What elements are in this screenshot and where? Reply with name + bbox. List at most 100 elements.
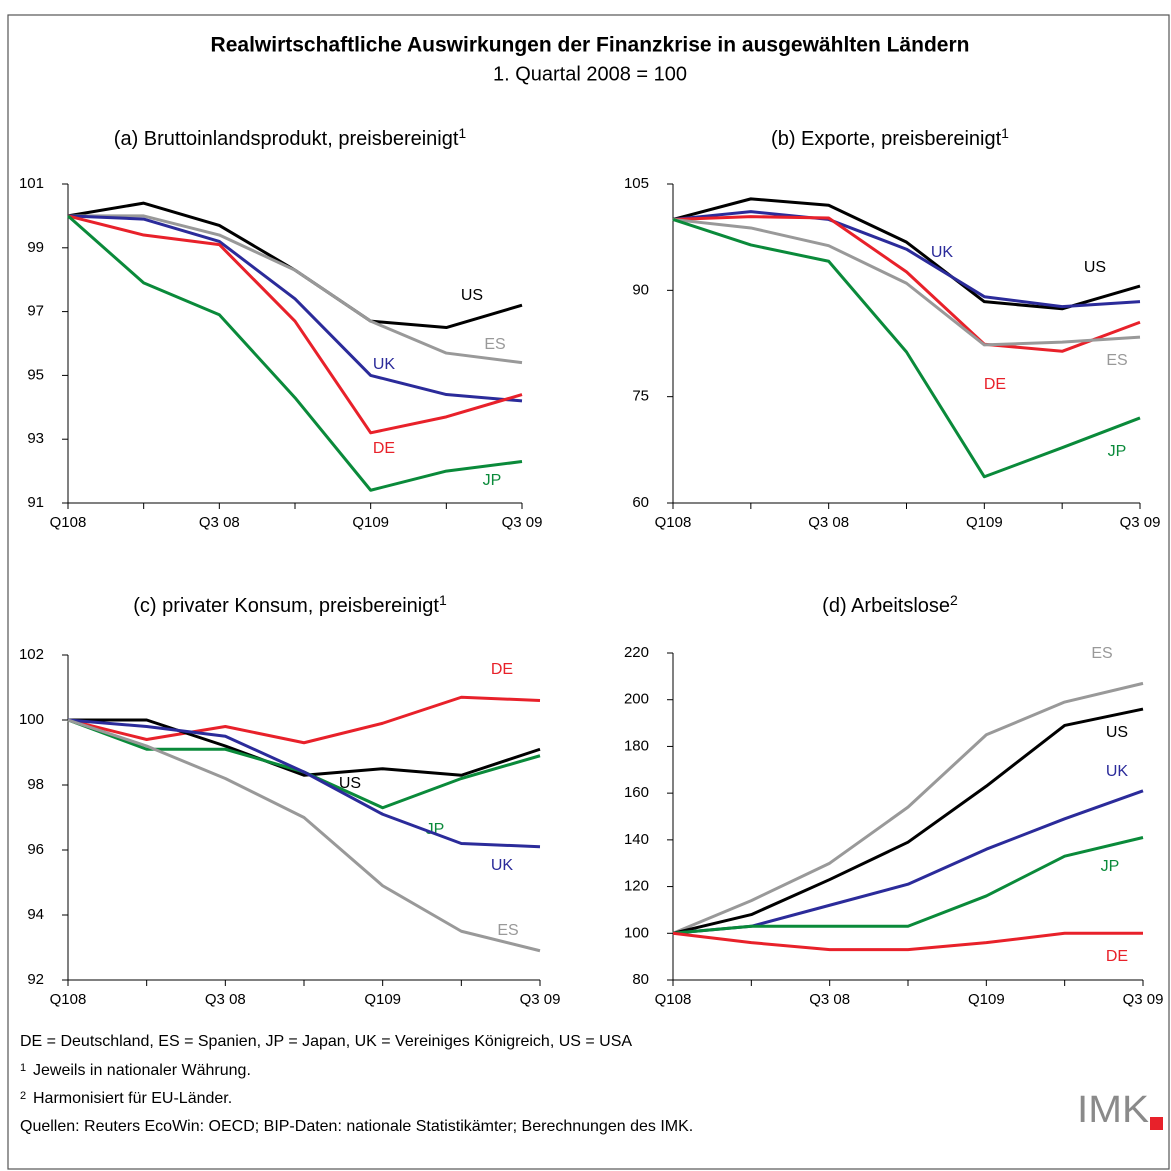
series-line [67,214,523,403]
series-label: US [1084,259,1106,276]
footnote-mark: 1 [439,592,447,608]
y-tick-label: 101 [19,175,44,192]
series-label: UK [1106,763,1129,780]
y-tick-label: 96 [27,841,44,858]
series-label: DE [491,661,513,678]
series-label: US [461,287,483,304]
series-label: JP [1108,443,1127,460]
y-tick-label: 92 [27,971,44,988]
series-label: ES [1106,352,1127,369]
series-line [672,707,1144,935]
panel-title-text: (a) Bruttoinlandsprodukt, preisbereinigt [114,128,459,150]
series-line [672,218,1141,479]
x-tick-label: Q108 [50,514,87,531]
source: Quellen: Reuters EcoWin: OECD; BIP-Daten… [20,1118,693,1135]
y-tick-label: 105 [624,175,649,192]
footnote-mark: 2 [20,1090,26,1102]
y-tick-label: 91 [27,494,44,511]
footnote: Harmonisiert für EU-Länder. [33,1090,232,1107]
panel-title: (d) Arbeitslose2 [822,592,958,618]
series-line [68,718,541,777]
series-line [67,718,541,810]
x-tick-label: Q108 [50,991,87,1008]
series-line [672,217,1141,347]
x-tick-label: Q3 09 [502,514,543,531]
series-line [67,214,523,435]
panel-title-text: (b) Exporte, preisbereinigt [771,128,1002,150]
logo-square [1150,1117,1163,1130]
y-tick-label: 200 [624,691,649,708]
x-tick-label: Q109 [364,991,401,1008]
y-tick-label: 180 [624,737,649,754]
y-tick-label: 120 [624,878,649,895]
y-tick-label: 95 [27,366,44,383]
series-line [672,215,1141,353]
y-tick-label: 99 [27,239,44,256]
series-label: UK [491,857,514,874]
x-tick-label: Q108 [655,514,692,531]
series-label: DE [984,376,1006,393]
series-line [67,695,541,745]
series-label: US [339,775,361,792]
y-tick-label: 102 [19,646,44,663]
series-line [672,836,1144,935]
y-tick-label: 140 [624,831,649,848]
footnote-mark: 2 [950,592,958,608]
x-tick-label: Q3 09 [1120,514,1161,531]
series-line [672,197,1141,311]
y-tick-label: 93 [27,430,44,447]
series-label: UK [931,244,954,261]
series-line [67,718,541,953]
y-tick-label: 94 [27,906,44,923]
panel-title: (c) privater Konsum, preisbereinigt1 [133,592,447,618]
series-label: UK [373,356,396,373]
series-line [67,214,523,492]
frame [7,14,1170,1170]
series-label: DE [1106,948,1128,965]
chart-title: Realwirtschaftliche Auswirkungen der Fin… [211,34,970,57]
y-tick-label: 75 [632,388,649,405]
series-line [672,789,1144,935]
panel-title-text: (d) Arbeitslose [822,595,950,617]
series-label: JP [483,472,502,489]
series-line [68,214,523,365]
series-line [67,718,541,849]
x-tick-label: Q3 08 [205,991,246,1008]
y-tick-label: 100 [624,924,649,941]
y-tick-label: 80 [632,971,649,988]
x-tick-label: Q109 [968,991,1005,1008]
series-line [67,201,523,330]
footnote-mark: 1 [1001,125,1009,141]
series-label: ES [484,336,505,353]
legend-note: DE = Deutschland, ES = Spanien, JP = Jap… [20,1033,632,1050]
panel-title: (b) Exporte, preisbereinigt1 [771,125,1009,151]
y-tick-label: 220 [624,644,649,661]
footnote: Jeweils in nationaler Währung. [33,1062,251,1079]
y-tick-label: 90 [632,281,649,298]
y-tick-label: 97 [27,303,44,320]
x-tick-label: Q3 09 [1123,991,1164,1008]
series-label: US [1106,724,1128,741]
y-tick-label: 100 [19,711,44,728]
panel-title-text: (c) privater Konsum, preisbereinigt [133,595,439,617]
series-line [672,931,1143,952]
footnote-mark: 1 [458,125,466,141]
series-label: ES [497,922,518,939]
x-tick-label: Q3 08 [809,991,850,1008]
panel-title: (a) Bruttoinlandsprodukt, preisbereinigt… [114,125,467,151]
x-tick-label: Q109 [352,514,389,531]
x-tick-label: Q109 [966,514,1003,531]
x-tick-label: Q3 08 [808,514,849,531]
x-tick-label: Q108 [655,991,692,1008]
series-line [672,210,1141,309]
x-tick-label: Q3 09 [520,991,561,1008]
series-label: ES [1091,645,1112,662]
chart-subtitle: 1. Quartal 2008 = 100 [493,63,687,85]
y-tick-label: 98 [27,776,44,793]
footnote-mark: 1 [20,1062,26,1074]
y-tick-label: 160 [624,784,649,801]
series-label: DE [373,440,395,457]
series-line [672,681,1144,935]
logo: IMK [1077,1089,1149,1131]
